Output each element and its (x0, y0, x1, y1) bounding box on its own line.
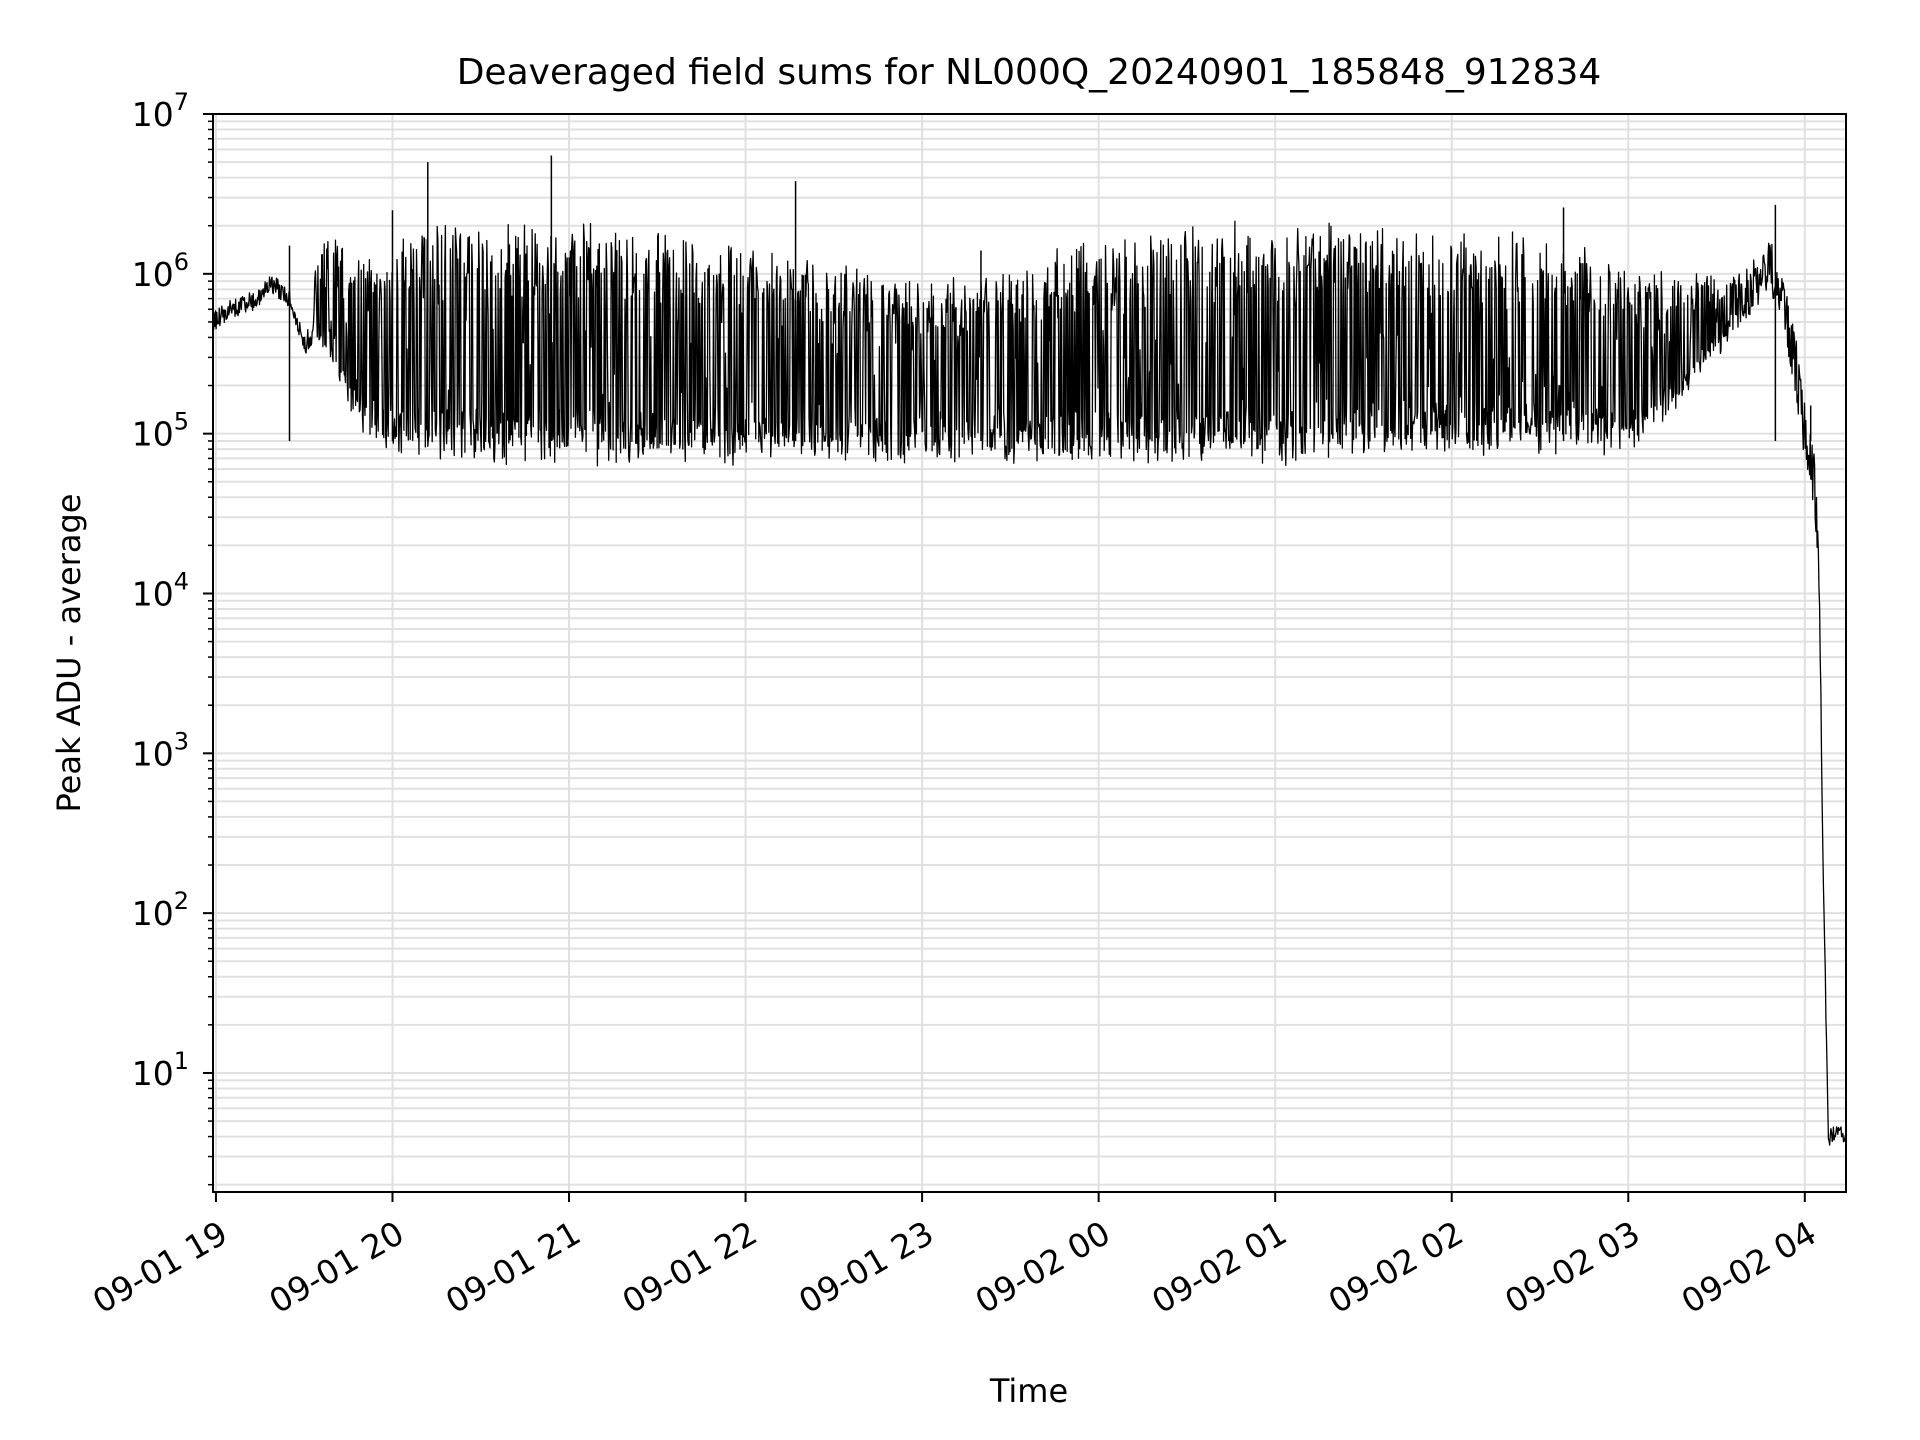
x-axis-label: Time (989, 1372, 1068, 1410)
grid-layer (213, 113, 1846, 1192)
y-tick-label: 105 (132, 408, 189, 454)
y-axis-label: Peak ADU - average (50, 494, 88, 813)
data-layer (212, 155, 1847, 1146)
y-tick-label: 103 (132, 727, 189, 773)
series-line (212, 220, 1847, 1146)
y-tick-label: 106 (132, 248, 189, 294)
y-tick-label: 107 (132, 88, 189, 134)
y-tick-label: 104 (132, 567, 189, 613)
chart-title: Deaveraged field sums for NL000Q_2024090… (457, 52, 1602, 93)
plot-area-frame (212, 113, 1847, 1193)
y-tick-label: 102 (132, 887, 189, 933)
y-tick-label: 101 (132, 1047, 189, 1093)
